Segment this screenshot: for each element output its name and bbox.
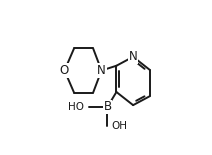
- Text: HO: HO: [68, 102, 84, 112]
- Text: O: O: [60, 64, 69, 77]
- Text: N: N: [97, 64, 106, 77]
- Text: N: N: [129, 50, 138, 63]
- Text: B: B: [103, 100, 112, 113]
- Text: OH: OH: [112, 121, 128, 131]
